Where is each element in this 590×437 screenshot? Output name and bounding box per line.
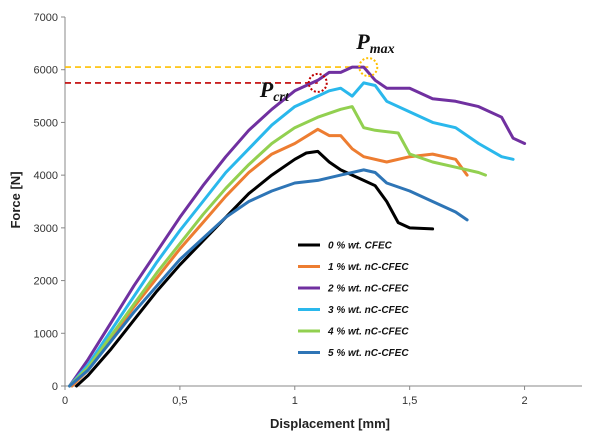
legend-label: 4 % wt. nC-CFEC	[327, 327, 409, 338]
y-tick-label: 2000	[34, 276, 58, 288]
legend-label: 0 % wt. CFEC	[328, 241, 393, 252]
y-tick-label: 7000	[34, 12, 58, 24]
x-tick-label: 0	[62, 395, 68, 407]
series-line	[70, 67, 525, 386]
y-axis-title: Force [N]	[8, 171, 23, 228]
x-axis-title: Displacement [mm]	[270, 416, 390, 431]
annotation-markers	[309, 58, 378, 92]
y-tick-label: 5000	[34, 117, 58, 129]
annotation-label: Pcrt	[259, 77, 290, 105]
legend: 0 % wt. CFEC 1 % wt. nC-CFEC 2 % wt. nC-CF…	[298, 241, 409, 360]
x-tick-label: 1	[292, 395, 298, 407]
axes: 0 1000 2000 3000 4000 5000 6000 7000 0 0,5 1 1,5 2	[34, 12, 582, 407]
x-tick-label: 1,5	[402, 395, 417, 407]
annotation-label: Pmax	[355, 29, 394, 57]
series-line	[70, 107, 486, 386]
legend-label: 5 % wt. nC-CFEC	[328, 348, 409, 359]
y-tick-label: 1000	[34, 328, 58, 340]
x-tick-label: 2	[521, 395, 527, 407]
legend-label: 3 % wt. nC-CFEC	[328, 305, 409, 316]
x-tick-label: 0,5	[172, 395, 187, 407]
series-group	[70, 67, 525, 386]
reference-lines	[65, 67, 368, 83]
legend-label: 2 % wt. nC-CFEC	[327, 284, 409, 295]
y-tick-label: 6000	[34, 65, 58, 77]
y-tick-label: 0	[52, 381, 58, 393]
y-tick-label: 3000	[34, 223, 58, 235]
legend-label: 1 % wt. nC-CFEC	[328, 262, 409, 273]
y-tick-label: 4000	[34, 170, 58, 182]
